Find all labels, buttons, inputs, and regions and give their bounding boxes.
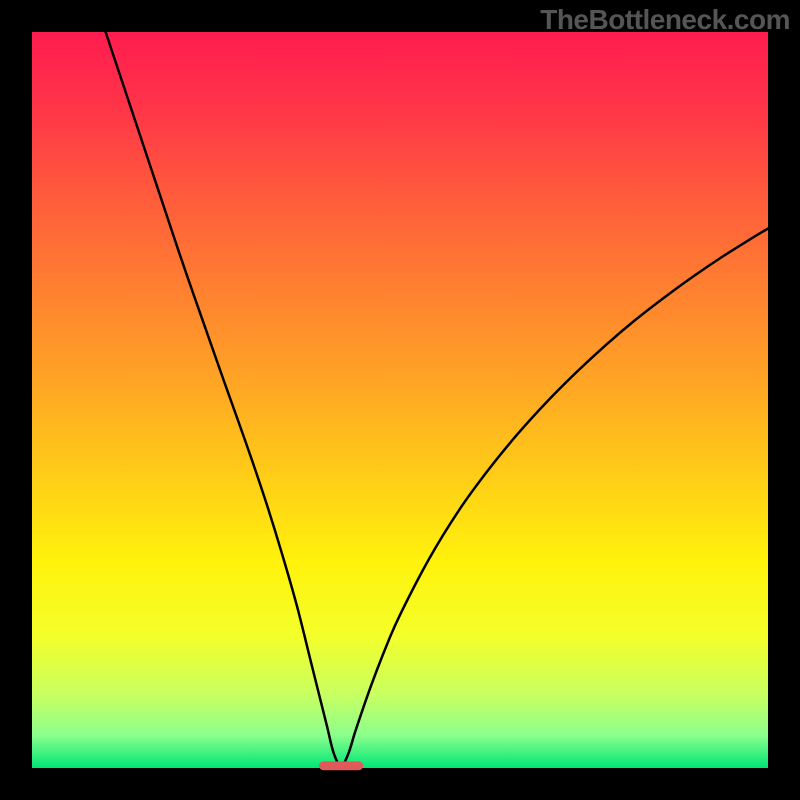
chart-svg bbox=[0, 0, 800, 800]
chart-container: TheBottleneck.com bbox=[0, 0, 800, 800]
watermark-text: TheBottleneck.com bbox=[540, 4, 790, 36]
optimal-marker bbox=[319, 761, 363, 770]
